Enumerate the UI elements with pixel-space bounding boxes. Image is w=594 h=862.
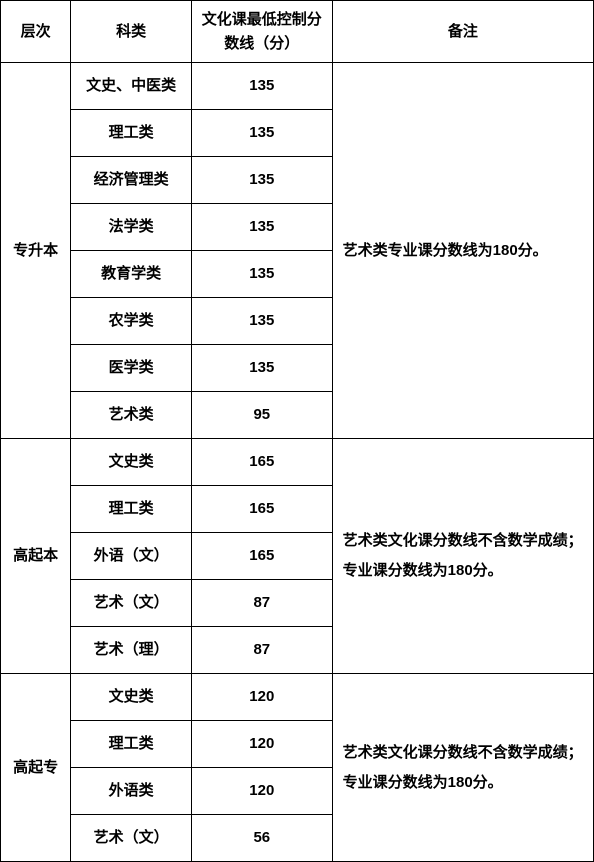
category-cell: 外语（文）	[71, 533, 192, 580]
category-cell: 理工类	[71, 110, 192, 157]
note-cell: 艺术类专业课分数线为180分。	[332, 63, 593, 439]
category-cell: 理工类	[71, 486, 192, 533]
category-cell: 法学类	[71, 204, 192, 251]
score-cell: 165	[191, 486, 332, 533]
table-row: 高起本文史类165艺术类文化课分数线不含数学成绩；专业课分数线为180分。	[1, 439, 594, 486]
table-row: 专升本文史、中医类135艺术类专业课分数线为180分。	[1, 63, 594, 110]
category-cell: 艺术类	[71, 392, 192, 439]
score-cell: 165	[191, 533, 332, 580]
score-cell: 135	[191, 204, 332, 251]
score-cell: 120	[191, 674, 332, 721]
category-cell: 外语类	[71, 768, 192, 815]
score-cell: 135	[191, 345, 332, 392]
header-note: 备注	[332, 1, 593, 63]
level-cell: 高起本	[1, 439, 71, 674]
score-cell: 135	[191, 63, 332, 110]
score-cell: 135	[191, 157, 332, 204]
category-cell: 文史类	[71, 674, 192, 721]
header-category: 科类	[71, 1, 192, 63]
header-row: 层次 科类 文化课最低控制分数线（分） 备注	[1, 1, 594, 63]
score-cell: 135	[191, 298, 332, 345]
note-cell: 艺术类文化课分数线不含数学成绩；专业课分数线为180分。	[332, 674, 593, 862]
category-cell: 理工类	[71, 721, 192, 768]
score-cell: 135	[191, 251, 332, 298]
score-cell: 120	[191, 721, 332, 768]
level-cell: 专升本	[1, 63, 71, 439]
score-cell: 87	[191, 580, 332, 627]
score-cell: 87	[191, 627, 332, 674]
category-cell: 艺术（文）	[71, 815, 192, 862]
category-cell: 经济管理类	[71, 157, 192, 204]
header-level: 层次	[1, 1, 71, 63]
category-cell: 教育学类	[71, 251, 192, 298]
category-cell: 农学类	[71, 298, 192, 345]
score-table: 层次 科类 文化课最低控制分数线（分） 备注 专升本文史、中医类135艺术类专业…	[0, 0, 594, 862]
score-cell: 165	[191, 439, 332, 486]
category-cell: 文史、中医类	[71, 63, 192, 110]
category-cell: 艺术（文）	[71, 580, 192, 627]
header-score: 文化课最低控制分数线（分）	[191, 1, 332, 63]
score-cell: 120	[191, 768, 332, 815]
note-cell: 艺术类文化课分数线不含数学成绩；专业课分数线为180分。	[332, 439, 593, 674]
table-body: 专升本文史、中医类135艺术类专业课分数线为180分。理工类135经济管理类13…	[1, 63, 594, 862]
category-cell: 艺术（理）	[71, 627, 192, 674]
level-cell: 高起专	[1, 674, 71, 862]
category-cell: 文史类	[71, 439, 192, 486]
score-cell: 56	[191, 815, 332, 862]
score-cell: 135	[191, 110, 332, 157]
score-cell: 95	[191, 392, 332, 439]
category-cell: 医学类	[71, 345, 192, 392]
table-row: 高起专文史类120艺术类文化课分数线不含数学成绩；专业课分数线为180分。	[1, 674, 594, 721]
